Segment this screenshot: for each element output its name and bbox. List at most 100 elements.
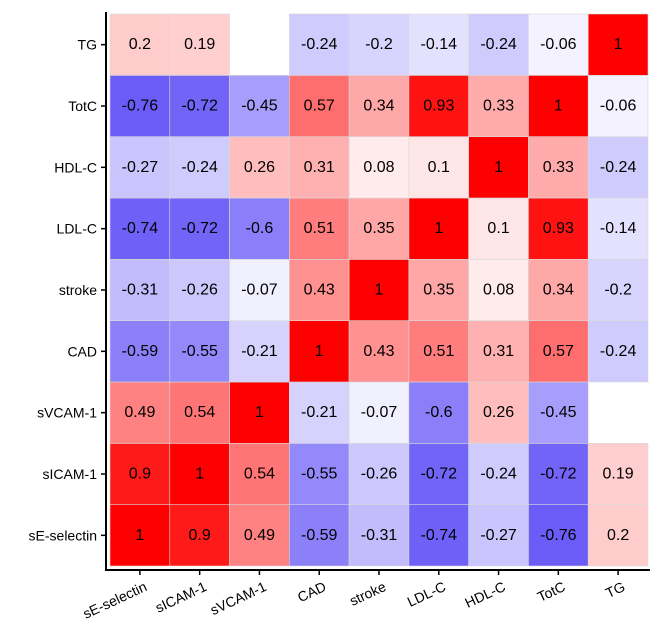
x-tick-label: sICAM-1 — [153, 578, 209, 616]
cell-label: 0.43 — [304, 282, 335, 299]
cell-label: 1 — [614, 36, 623, 53]
x-tick-label: stroke — [347, 578, 389, 609]
heatmap-cell — [109, 136, 171, 199]
x-tick-label: TG — [603, 578, 627, 601]
cell-label: 0.34 — [363, 98, 394, 115]
y-tick-label: TG — [78, 37, 97, 53]
heatmap-cell — [528, 197, 589, 260]
heatmap-cell — [408, 504, 469, 567]
cell-label: 0.51 — [423, 343, 454, 360]
heatmap-cell — [348, 443, 410, 505]
cell-label: -0.06 — [540, 36, 577, 53]
heatmap-cell — [229, 259, 290, 321]
y-tick-label: sICAM-1 — [43, 466, 98, 482]
cell-label: 0.49 — [124, 404, 155, 421]
heatmap-cell — [169, 136, 230, 199]
cell-label: -0.24 — [480, 466, 517, 483]
cell-label: -0.07 — [241, 282, 278, 299]
heatmap-cell — [587, 13, 649, 76]
cell-label: 0.26 — [483, 404, 514, 421]
cell-label: -0.2 — [604, 282, 632, 299]
cell-label: -0.27 — [122, 159, 159, 176]
cell-label: 0.9 — [129, 466, 151, 483]
heatmap-cell — [229, 320, 290, 383]
cell-label: -0.24 — [181, 159, 218, 176]
cell-label: -0.31 — [361, 527, 398, 544]
cell-label: 0.31 — [483, 343, 514, 360]
heatmap-cell — [587, 75, 649, 137]
cell-label: -0.2 — [365, 36, 393, 53]
cell-label: -0.76 — [540, 527, 577, 544]
cell-label: 0.49 — [244, 527, 275, 544]
cell-label: -0.59 — [301, 527, 338, 544]
cell-label: 0.43 — [363, 343, 394, 360]
cell-label: -0.06 — [600, 98, 637, 115]
heatmap-cell — [587, 443, 649, 505]
heatmap-cell — [109, 259, 171, 321]
cell-label: -0.45 — [241, 98, 278, 115]
y-tick-label: LDL-C — [57, 221, 97, 237]
y-tick-label: sVCAM-1 — [37, 405, 97, 421]
heatmap-cell — [348, 136, 410, 199]
cell-label: -0.6 — [246, 220, 274, 237]
heatmap-cell — [587, 320, 649, 383]
cell-label: -0.24 — [480, 36, 517, 53]
heatmap-cell — [408, 136, 469, 199]
cell-label: 0.19 — [184, 36, 215, 53]
heatmap-cell — [468, 197, 529, 260]
cell-label: 0.54 — [184, 404, 215, 421]
heatmap-cell — [229, 75, 290, 137]
x-tick-label: sVCAM-1 — [208, 578, 269, 618]
cell-label: 0.1 — [487, 220, 509, 237]
cell-label: -0.59 — [122, 343, 159, 360]
cell-label: -0.72 — [540, 466, 577, 483]
heatmap-cell — [587, 136, 649, 199]
x-tick-label: LDL-C — [405, 578, 448, 610]
cell-label: 0.9 — [189, 527, 211, 544]
heatmap-cell — [109, 504, 171, 567]
cell-label: 0.2 — [607, 527, 629, 544]
cell-label: 0.19 — [603, 466, 634, 483]
cell-label: -0.21 — [241, 343, 278, 360]
cell-label: 0.57 — [304, 98, 335, 115]
cell-label: -0.07 — [361, 404, 398, 421]
x-tick-label: sE-selectin — [80, 578, 149, 621]
heatmap-cell — [408, 259, 469, 321]
cell-label: -0.76 — [122, 98, 159, 115]
cell-label: 0.26 — [244, 159, 275, 176]
cell-label: -0.72 — [421, 466, 458, 483]
heatmap-cell — [468, 320, 529, 383]
heatmap-cell — [289, 136, 350, 199]
heatmap-cell — [468, 136, 529, 199]
cell-label: 0.35 — [423, 282, 454, 299]
heatmap-cell — [229, 443, 290, 505]
cell-label: 0.57 — [543, 343, 574, 360]
heatmap-cell — [169, 13, 230, 76]
heatmap-cell — [348, 320, 410, 383]
heatmap-cell — [109, 320, 171, 383]
cell-label: 0.51 — [304, 220, 335, 237]
heatmap-cell — [289, 443, 350, 505]
cell-label: 0.93 — [543, 220, 574, 237]
heatmap-cell — [348, 259, 410, 321]
cell-label: -0.45 — [540, 404, 577, 421]
cell-label: 0.33 — [483, 98, 514, 115]
cell-label: -0.26 — [181, 282, 218, 299]
y-tick-label: TotC — [68, 98, 97, 114]
heatmap-cell — [348, 75, 410, 137]
heatmap-cell — [289, 259, 350, 321]
heatmap-cell — [408, 381, 469, 444]
cell-label: -0.74 — [421, 527, 458, 544]
cell-label: -0.27 — [480, 527, 517, 544]
heatmap-cell — [587, 259, 649, 321]
heatmap-cell — [587, 504, 649, 567]
cell-label: 1 — [375, 282, 384, 299]
heatmap-cell — [169, 443, 230, 505]
cell-label: 1 — [195, 466, 204, 483]
x-tick-label: TotC — [535, 578, 568, 605]
heatmap-cell — [289, 504, 350, 567]
heatmap-cell — [169, 381, 230, 444]
heatmap-cell — [169, 320, 230, 383]
cell-label: -0.31 — [122, 282, 159, 299]
